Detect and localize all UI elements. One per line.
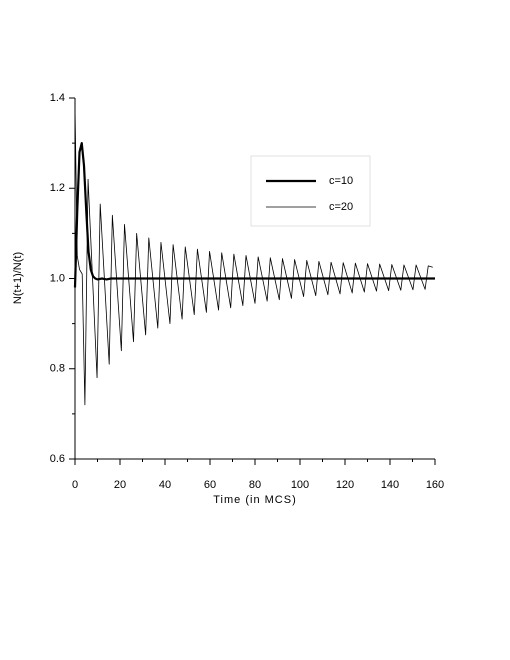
series-line [73, 142, 435, 288]
y-tick-label: 1.4 [50, 92, 65, 104]
y-tick-label: 1.0 [50, 272, 65, 284]
x-tick-label: 100 [291, 479, 309, 491]
y-axis-label: N(t+1)/N(t) [12, 252, 24, 304]
y-tick-label: 0.8 [50, 363, 65, 375]
y-tick-label: 0.6 [50, 453, 65, 465]
x-tick-label: 0 [72, 479, 78, 491]
x-tick-label: 20 [114, 479, 126, 491]
x-tick-label: 140 [381, 479, 399, 491]
x-tick-label: 80 [249, 479, 261, 491]
x-tick-label: 60 [204, 479, 216, 491]
x-axis-label: Time (in MCS) [213, 494, 296, 506]
legend-label: c=20 [329, 201, 353, 213]
x-tick-label: 40 [159, 479, 171, 491]
series-line [74, 107, 433, 406]
x-tick-label: 120 [336, 479, 354, 491]
y-tick-label: 1.2 [50, 182, 65, 194]
legend-box [250, 155, 371, 227]
legend-label: c=10 [329, 175, 353, 187]
x-tick-label: 160 [426, 479, 444, 491]
